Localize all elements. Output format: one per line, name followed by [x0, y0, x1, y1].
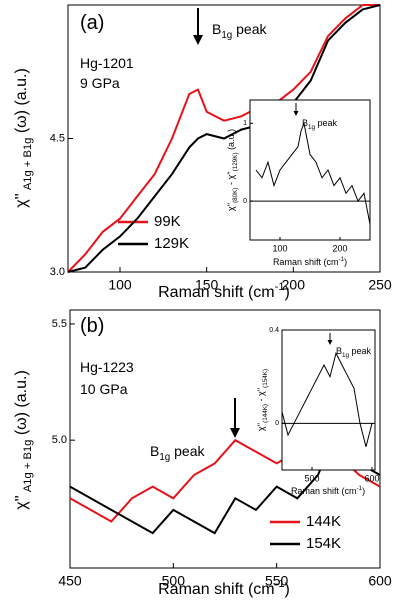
annotation: 9 GPa [80, 75, 120, 91]
x-tick-label: 150 [195, 277, 219, 293]
peak-label-part: peak [170, 443, 205, 459]
peak-label-part: 1g [308, 124, 316, 131]
legend-label: 99K [154, 213, 181, 230]
data-line [67, 4, 381, 273]
annotation-part: 9 GPa [80, 75, 120, 91]
data-line [67, 4, 380, 273]
y-tick-label: 5.0 [52, 434, 67, 446]
annotation: Hg-1201 [80, 55, 134, 71]
peak-label-part: B [302, 118, 308, 128]
y-axis-label-part: (154K) [262, 369, 269, 388]
peak-label: B1g peak [336, 346, 372, 359]
peak-label-part: 1g [221, 30, 232, 41]
x-axis-label-part: Raman shift (cm [273, 257, 339, 267]
y-axis-label-part: (129K) [232, 152, 239, 171]
x-tick-label: 500 [304, 473, 319, 483]
x-tick-label: 600 [368, 573, 392, 589]
peak-label-part: peak [315, 118, 338, 128]
legend-label: 129K [154, 235, 189, 252]
y-axis-label-part: (a.u.) [226, 129, 236, 153]
peak-arrow-head [230, 428, 240, 438]
x-axis-label-part: -1 [275, 578, 285, 590]
x-axis-label-part: ) [344, 257, 347, 267]
peak-label: B1g peak [150, 443, 205, 463]
y-axis-label-part: χ'' [256, 423, 266, 431]
plot-frame [249, 99, 371, 241]
y-axis-label-part: χ'' [13, 193, 30, 208]
y-axis-label-part: χ'' [226, 203, 236, 211]
y-tick-label: 5.5 [52, 318, 67, 330]
y-axis-label-part: (ω) (a.u.) [13, 68, 30, 137]
peak-arrow-head [293, 111, 299, 116]
peak-label-part: 1g [342, 352, 350, 359]
y-axis-label: χ'' A1g + B1g (ω) (a.u.) [13, 370, 34, 510]
legend-label: 154K [306, 535, 341, 552]
x-axis-label-part: ) [285, 581, 290, 598]
peak-label-part: peak [349, 346, 372, 356]
annotation-part: 10 GPa [80, 381, 128, 397]
x-tick-label: 600 [364, 473, 379, 483]
peak-label-part: B [150, 443, 159, 459]
x-axis-label-part: ) [285, 284, 290, 301]
x-tick-label: 100 [272, 243, 287, 253]
y-axis-label-part: χ'' [13, 495, 30, 510]
y-tick-label: 0.4 [269, 327, 279, 334]
y-axis-label-part: (ω) (a.u.) [13, 370, 30, 439]
y-axis-label-part: - χ'' [256, 388, 266, 404]
x-axis-label-part: -1 [275, 281, 285, 293]
y-axis-label: χ'' A1g + B1g (ω) (a.u.) [13, 68, 34, 208]
y-tick-label: 3.0 [50, 266, 65, 278]
data-line [281, 351, 373, 447]
data-line [255, 121, 371, 225]
x-tick-label: 450 [58, 573, 82, 589]
x-tick-label: 100 [108, 277, 132, 293]
peak-label-part: B [212, 21, 221, 37]
y-axis-label-part: A1g + B1g [22, 440, 34, 496]
y-tick-label: 4.5 [50, 132, 65, 144]
y-axis-label: χ''(144K) - χ''(154K) [256, 369, 269, 431]
y-tick-label: 1 [243, 120, 247, 127]
y-axis-label-part: (144K) [262, 404, 269, 423]
peak-label-part: B [336, 346, 342, 356]
x-tick-label: 500 [162, 573, 186, 589]
peak-arrow-head [327, 340, 333, 345]
y-axis-label-part: - χ'' [226, 171, 236, 187]
x-axis-label-part: Raman shift (cm [158, 284, 274, 301]
peak-label-part: 1g [159, 452, 170, 463]
peak-label: B1g peak [302, 118, 338, 131]
peak-label-part: peak [232, 21, 267, 37]
plot-frame [281, 329, 376, 471]
x-axis-label-part: -1 [356, 485, 362, 492]
x-axis-label-part: ) [362, 486, 365, 496]
annotation-part: Hg-1223 [80, 359, 134, 375]
annotation-part: Hg-1201 [80, 55, 134, 71]
x-axis-label-part: Raman shift (cm [291, 486, 357, 496]
x-tick-label: 200 [332, 243, 347, 253]
panel-label-part: (b) [80, 315, 104, 337]
x-tick-label: 250 [368, 277, 392, 293]
y-axis-label: χ''(80K) - χ''(129K) (a.u.) [226, 129, 239, 211]
x-axis-label: Raman shift (cm-1) [291, 485, 365, 496]
annotation: Hg-1223 [80, 359, 134, 375]
panel-label: (a) [80, 12, 104, 34]
x-tick-label: 200 [282, 277, 306, 293]
peak-label: B1g peak [212, 21, 267, 41]
panel-label: (b) [80, 315, 104, 337]
x-axis-label-part: Raman shift (cm [158, 581, 274, 598]
peak-arrow-head [193, 35, 203, 45]
y-axis-label-part: (80K) [232, 188, 239, 203]
x-tick-label: 550 [265, 573, 289, 589]
y-tick-label: 0 [275, 420, 279, 427]
x-axis-label: Raman shift (cm-1) [273, 256, 347, 267]
annotation: 10 GPa [80, 381, 128, 397]
x-axis-label: Raman shift (cm-1) [158, 578, 290, 598]
y-tick-label: 0 [243, 198, 247, 205]
panel-label-part: (a) [80, 12, 104, 34]
x-axis-label: Raman shift (cm-1) [158, 281, 290, 301]
y-axis-label-part: A1g + B1g [22, 138, 34, 194]
legend-label: 144K [306, 513, 341, 530]
x-axis-label-part: -1 [338, 256, 344, 263]
